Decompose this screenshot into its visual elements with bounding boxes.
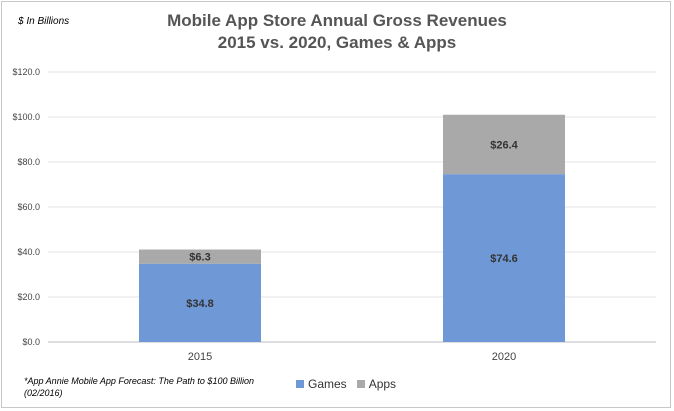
legend: Games Apps — [296, 377, 406, 391]
legend-item-apps: Apps — [356, 377, 397, 391]
y-tick-label: $80.0 — [17, 157, 40, 167]
legend-swatch-games — [296, 380, 304, 388]
x-tick-label: 2015 — [188, 351, 212, 363]
legend-label-games: Games — [308, 377, 347, 391]
source-footnote: *App Annie Mobile App Forecast: The Path… — [24, 376, 254, 398]
x-tick-label: 2020 — [492, 351, 516, 363]
data-label: $34.8 — [186, 298, 214, 310]
data-label: $26.4 — [490, 139, 518, 151]
bar-games-2015 — [139, 263, 261, 342]
legend-swatch-apps — [356, 380, 365, 388]
chart-title: Mobile App Store Annual Gross Revenues 2… — [0, 10, 674, 54]
data-label: $74.6 — [490, 253, 518, 265]
y-tick-label: $40.0 — [17, 247, 40, 257]
y-tick-label: $0.0 — [22, 337, 40, 347]
legend-label-apps: Apps — [368, 377, 397, 391]
chart-title-line-1: Mobile App Store Annual Gross Revenues — [167, 11, 507, 30]
legend-item-games: Games — [296, 377, 347, 391]
y-tick-label: $120.0 — [12, 67, 40, 77]
unit-label: $ In Billions — [18, 16, 70, 27]
y-tick-label: $20.0 — [17, 292, 40, 302]
chart-title-line-2: 2015 vs. 2020, Games & Apps — [217, 33, 457, 52]
data-label: $6.3 — [189, 252, 210, 264]
bar-apps-2020 — [443, 114, 565, 175]
y-tick-label: $100.0 — [12, 112, 40, 122]
y-tick-label: $60.0 — [17, 202, 40, 212]
bar-games-2020 — [443, 174, 565, 342]
bar-apps-2015 — [139, 249, 261, 264]
